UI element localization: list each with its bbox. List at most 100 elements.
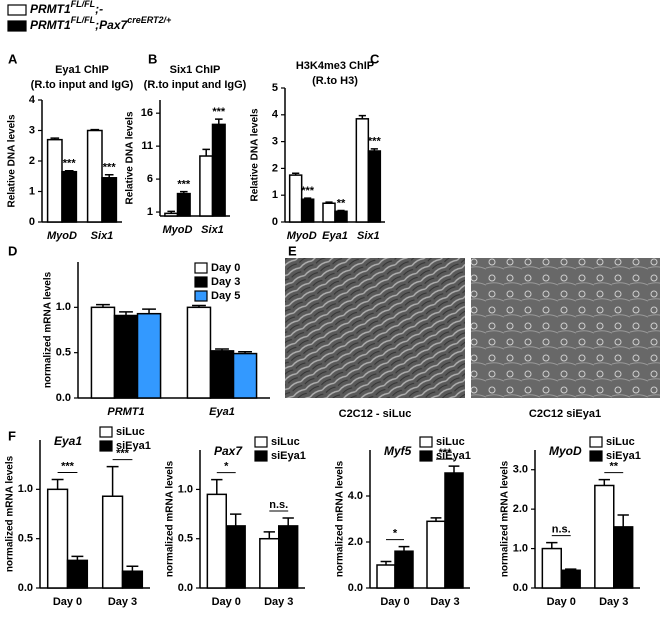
panel-letter: A bbox=[8, 51, 18, 66]
bar bbox=[199, 155, 214, 217]
error-bar bbox=[142, 308, 156, 314]
y-tick-label: 6 bbox=[147, 173, 153, 185]
error-bar bbox=[192, 304, 206, 308]
legend-label: siEya1 bbox=[116, 440, 151, 452]
image-caption: C2C12 siEya1 bbox=[529, 408, 601, 420]
legend-label: siLuc bbox=[271, 436, 300, 448]
panel-letter: F bbox=[8, 428, 16, 443]
micrograph bbox=[471, 258, 660, 398]
x-tick-label: Eya1 bbox=[322, 230, 348, 242]
y-tick-label: 1.0 bbox=[56, 301, 71, 313]
bar bbox=[367, 150, 382, 223]
bar bbox=[232, 352, 258, 399]
y-tick-label: 2.0 bbox=[513, 503, 528, 515]
legend-label: PRMT1FL/FL;Pax7creERT2/+ bbox=[30, 15, 172, 32]
y-axis-label: normalized mRNA levels bbox=[43, 271, 54, 388]
micrograph bbox=[285, 258, 465, 398]
bar bbox=[46, 488, 69, 589]
error-bar bbox=[215, 118, 223, 125]
x-tick-label: Day 0 bbox=[212, 596, 241, 608]
bar bbox=[206, 493, 228, 589]
error-bar bbox=[50, 137, 60, 140]
significance: * bbox=[393, 528, 398, 540]
error-bar bbox=[126, 565, 139, 572]
bar bbox=[225, 525, 246, 589]
panel-letter: B bbox=[148, 51, 157, 66]
significance: n.s. bbox=[552, 524, 571, 536]
y-tick-label: 0.5 bbox=[178, 533, 193, 545]
bar bbox=[90, 306, 116, 399]
bar bbox=[101, 177, 118, 223]
bar bbox=[278, 525, 299, 589]
x-tick-label: MyoD bbox=[47, 230, 77, 242]
x-tick-label: PRMT1 bbox=[107, 406, 144, 418]
bar bbox=[334, 210, 348, 223]
error-bar bbox=[238, 351, 252, 354]
x-tick-label: Day 3 bbox=[430, 596, 459, 608]
legend-swatch bbox=[589, 436, 603, 448]
y-axis-label: Relative DNA levels bbox=[125, 111, 136, 204]
error-bar bbox=[230, 513, 242, 526]
y-tick-label: 2 bbox=[29, 155, 35, 167]
y-tick-label: 16 bbox=[141, 107, 153, 119]
y-tick-label: 2.0 bbox=[348, 536, 363, 548]
bar bbox=[300, 198, 315, 223]
x-tick-label: Six1 bbox=[357, 230, 380, 242]
legend-swatch bbox=[254, 436, 268, 448]
bar bbox=[86, 129, 103, 223]
bar bbox=[444, 472, 464, 589]
y-axis-label: normalized mRNA levels bbox=[335, 460, 346, 577]
y-tick-label: 1.0 bbox=[178, 483, 193, 495]
error-bar bbox=[430, 517, 442, 522]
x-tick-label: MyoD bbox=[163, 224, 193, 236]
legend-label-part: PRMT1 bbox=[30, 2, 71, 16]
legend-label-part: ;Pax7 bbox=[95, 18, 128, 32]
error-bar bbox=[282, 517, 294, 526]
significance: *** bbox=[212, 106, 226, 118]
error-bar bbox=[598, 478, 610, 486]
error-bar bbox=[546, 541, 558, 549]
legend-swatch bbox=[194, 262, 208, 274]
bar bbox=[211, 123, 226, 217]
y-tick-label: 1.0 bbox=[513, 542, 528, 554]
y-tick-label: 3 bbox=[272, 136, 278, 148]
error-bar bbox=[180, 190, 188, 194]
legend-label-part: ;- bbox=[95, 2, 103, 16]
legend-swatch bbox=[99, 426, 113, 438]
bar bbox=[176, 192, 191, 217]
chart-subtitle: (R.to input and IgG) bbox=[31, 79, 134, 91]
legend-label-part: FL/FL bbox=[71, 0, 96, 9]
panel-letter: E bbox=[288, 243, 297, 258]
error-bar bbox=[96, 303, 110, 308]
legend-label: siEya1 bbox=[436, 450, 471, 462]
y-tick-label: 5 bbox=[272, 82, 278, 94]
error-bar bbox=[292, 172, 300, 176]
y-axis-label: normalized mRNA levels bbox=[165, 460, 176, 577]
bar bbox=[186, 306, 212, 399]
legend-label: Day 5 bbox=[211, 290, 240, 302]
bar bbox=[613, 526, 634, 589]
chart-title: Six1 ChIP bbox=[170, 64, 221, 76]
bar bbox=[113, 314, 139, 399]
error-bar bbox=[71, 555, 84, 561]
bar bbox=[560, 569, 581, 589]
bar bbox=[541, 547, 562, 589]
y-tick-label: 1 bbox=[272, 189, 278, 201]
y-axis-label: Relative DNA levels bbox=[7, 114, 18, 207]
legend-label: siLuc bbox=[606, 436, 635, 448]
error-bar bbox=[337, 209, 345, 212]
y-tick-label: 4.0 bbox=[348, 490, 363, 502]
legend-swatch bbox=[7, 4, 27, 16]
legend-label-part: PRMT1 bbox=[30, 18, 71, 32]
significance: *** bbox=[103, 162, 117, 174]
error-bar bbox=[167, 210, 175, 214]
legend-swatch bbox=[254, 450, 268, 462]
error-bar bbox=[448, 465, 460, 473]
bar bbox=[288, 174, 303, 223]
significance: *** bbox=[439, 447, 453, 459]
chart-title: Eya1 bbox=[54, 434, 82, 448]
significance: *** bbox=[61, 460, 75, 472]
legend-label: Day 0 bbox=[211, 262, 240, 274]
chart-title: Myf5 bbox=[384, 444, 412, 458]
